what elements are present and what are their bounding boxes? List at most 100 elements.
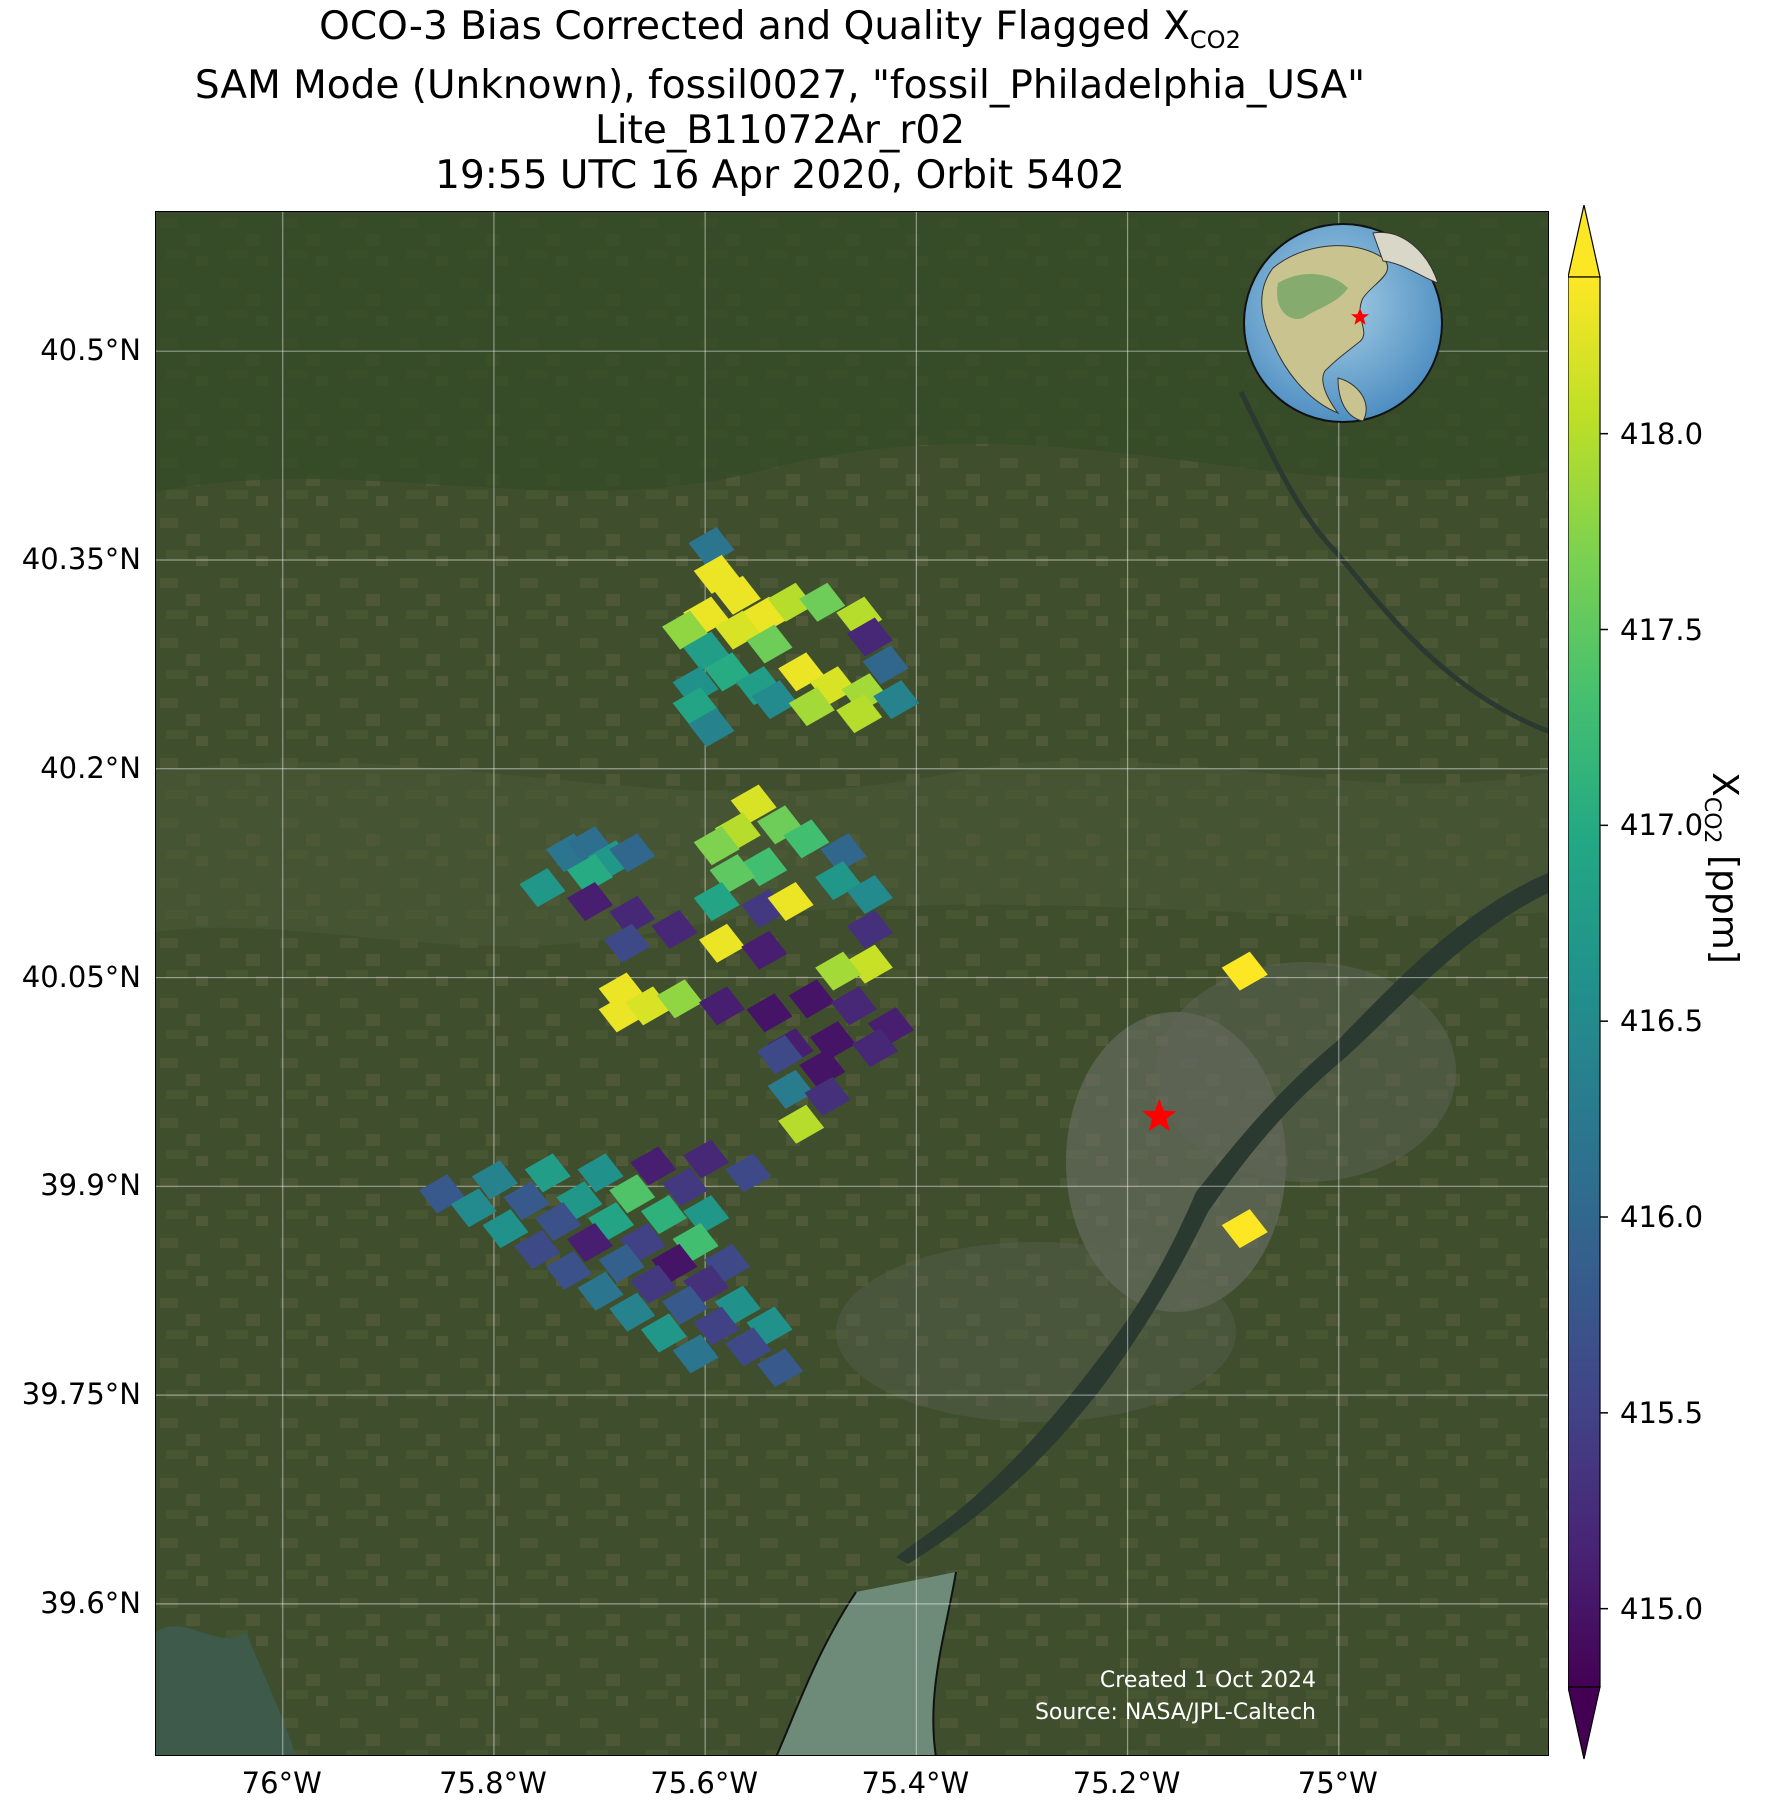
longitude-tick-label: 76°W: [241, 1766, 322, 1800]
colorbar-axis-label: XCO2 [ppm]: [1698, 772, 1746, 964]
xco2-sounding-footprint: [609, 1174, 656, 1214]
longitude-tick-label: 75°W: [1297, 1766, 1378, 1800]
xco2-sounding-footprint: [693, 881, 740, 921]
title-line-4: 19:55 UTC 16 Apr 2020, Orbit 5402: [435, 152, 1125, 198]
xco2-sounding-footprint: [603, 923, 650, 963]
xco2-sounding-footprint: [598, 1243, 645, 1283]
xco2-sounding-footprint: [804, 1076, 851, 1116]
colorbar-tick-label: 415.5: [1620, 1395, 1704, 1430]
latitude-tick-label: 40.2°N: [40, 750, 141, 785]
satellite-basemap: [156, 212, 1548, 1755]
xco2-sounding-footprint: [767, 582, 814, 622]
xco2-sounding-footprint: [651, 909, 698, 949]
title-line-1-subscript: CO2: [1189, 25, 1241, 54]
xco2-sounding-footprint: [809, 1021, 856, 1061]
credit-created: Created 1 Oct 2024: [1099, 1668, 1316, 1693]
xco2-sounding-footprint: [746, 993, 793, 1033]
xco2-sounding-footprint: [630, 1146, 677, 1186]
graticule: [156, 212, 1548, 1755]
xco2-sounding-footprint: [846, 617, 893, 657]
delaware-bay: [776, 1572, 956, 1755]
xco2-sounding-footprint: [482, 1209, 529, 1249]
title-line-3: Lite_B11072Ar_r02: [594, 107, 966, 153]
xco2-sounding-footprint: [831, 986, 877, 1026]
chesapeake-bay: [156, 1626, 296, 1755]
latitude-tick-label: 40.5°N: [40, 333, 141, 368]
latitude-tick-label: 39.75°N: [21, 1377, 141, 1412]
red-star-icon: [1142, 1098, 1177, 1132]
xco2-sounding-footprint: [693, 1306, 740, 1346]
xco2-soundings: [419, 527, 1268, 1388]
xco2-sounding-footprint: [741, 930, 788, 970]
title-line-1: OCO-3 Bias Corrected and Quality Flagged…: [319, 4, 1190, 49]
xco2-sounding-footprint: [503, 1181, 550, 1221]
xco2-sounding-footprint: [873, 680, 920, 720]
xco2-sounding-footprint: [1221, 951, 1268, 991]
xco2-sounding-footprint: [788, 687, 835, 727]
colorbar-tick-label: 415.0: [1620, 1591, 1704, 1626]
xco2-sounding-footprint: [566, 881, 613, 921]
xco2-sounding-footprint: [788, 979, 835, 1019]
xco2-sounding-footprint: [640, 1195, 687, 1235]
longitude-tick-label: 75.4°W: [861, 1766, 970, 1800]
xco2-sounding-footprint: [862, 645, 909, 685]
xco2-sounding-footprint: [630, 1264, 677, 1304]
xco2-sounding-footprint: [820, 833, 867, 873]
xco2-sounding-footprint: [846, 909, 893, 949]
xco2-sounding-footprint: [609, 833, 656, 873]
xco2-sounding-footprint: [566, 1223, 613, 1262]
xco2-sounding-footprint: [519, 868, 566, 908]
xco2-sounding-footprint: [698, 986, 745, 1026]
longitude-tick-label: 75.6°W: [650, 1766, 759, 1800]
colorbar-tick-label: 416.5: [1620, 1004, 1704, 1039]
xco2-sounding-footprint: [688, 708, 735, 747]
xco2-sounding-footprint: [746, 624, 793, 664]
title-line-2: SAM Mode (Unknown), fossil0027, "fossil_…: [194, 62, 1366, 108]
longitude-tick-label: 75.8°W: [439, 1766, 547, 1800]
xco2-sounding-footprint: [846, 875, 893, 915]
xco2-sounding-footprint: [693, 826, 740, 866]
xco2-sounding-footprint: [662, 1167, 709, 1207]
colorbar-gradient: [1568, 276, 1601, 1688]
xco2-sounding-footprint: [683, 1139, 730, 1179]
globe-inset-icon: [1243, 223, 1443, 423]
colorbar-tick-label: 417.0: [1620, 808, 1704, 843]
xco2-sounding-footprint: [672, 1334, 719, 1374]
xco2-sounding-footprint: [545, 1250, 592, 1290]
xco2-sounding-footprint: [852, 1028, 899, 1068]
xco2-sounding-footprint: [757, 1035, 804, 1075]
colorbar: [1568, 205, 1608, 1760]
xco2-sounding-footprint: [783, 819, 830, 859]
xco2-sounding-footprint: [688, 527, 735, 567]
xco2-sounding-footprint: [577, 1271, 624, 1311]
xco2-sounding-footprint: [535, 1202, 582, 1242]
map-canvas[interactable]: [156, 212, 1549, 1756]
xco2-sounding-footprint: [767, 881, 814, 921]
xco2-sounding-footprint: [698, 923, 745, 963]
xco2-sounding-footprint: [683, 1195, 730, 1235]
xco2-sounding-footprint: [640, 1313, 687, 1353]
latitude-tick-label: 39.6°N: [40, 1585, 141, 1620]
xco2-sounding-footprint: [524, 1153, 571, 1193]
xco2-sounding-footprint: [1221, 1209, 1268, 1249]
xco2-sounding-footprint: [609, 895, 656, 935]
xco2-sounding-footprint: [725, 1153, 772, 1193]
colorbar-tick-label: 416.0: [1620, 1200, 1704, 1234]
colorbar-extend-max: [1568, 205, 1601, 278]
xco2-sounding-footprint: [799, 1049, 846, 1089]
longitude-tick-label: 75.2°W: [1072, 1766, 1181, 1800]
map-panel[interactable]: Created 1 Oct 2024 Source: NASA/JPL-Calt…: [155, 211, 1549, 1756]
xco2-sounding-footprint: [471, 1160, 518, 1200]
xco2-sounding-footprint: [799, 582, 846, 622]
xco2-sounding-footprint: [815, 951, 862, 991]
xco2-sounding-footprint: [566, 854, 613, 894]
colorbar-tick-label: 417.5: [1620, 612, 1704, 647]
target-star-shape: [1142, 1098, 1177, 1132]
latitude-tick-label: 40.35°N: [21, 541, 141, 576]
colorbar-extend-min: [1568, 1686, 1601, 1760]
colorbar-tick-label: 418.0: [1620, 416, 1704, 451]
xco2-sounding-footprint: [767, 1069, 814, 1109]
xco2-sounding-footprint: [751, 680, 798, 720]
xco2-sounding-footprint: [662, 1285, 709, 1325]
latitude-tick-label: 40.05°N: [21, 959, 141, 994]
